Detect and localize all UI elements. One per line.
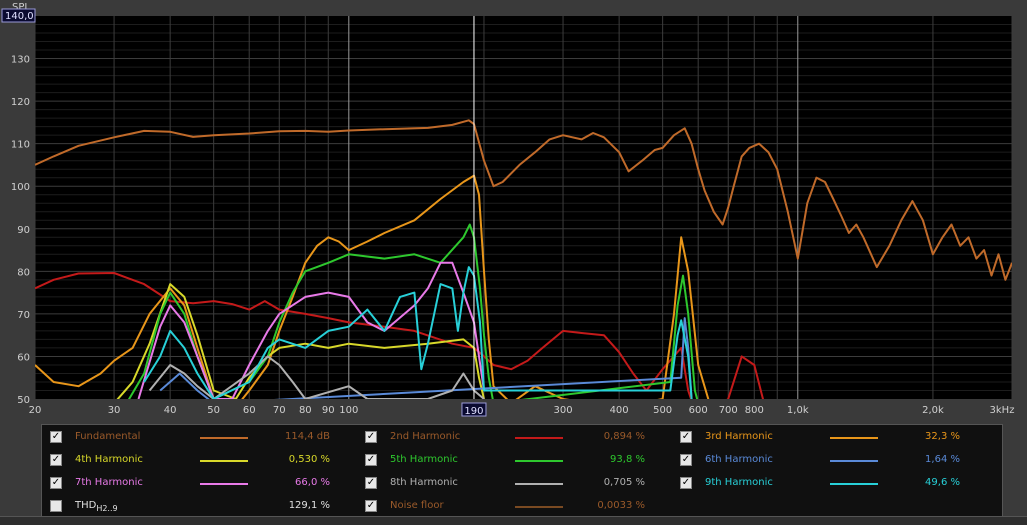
series-7th-harmonic — [137, 261, 485, 399]
legend-label: 9th Harmonic — [705, 477, 773, 488]
legend-line-swatch — [515, 460, 563, 462]
status-bar — [0, 516, 1027, 525]
legend-value: 32,3 % — [925, 431, 960, 442]
series-3rd-harmonic — [35, 174, 710, 399]
series-6th-harmonic — [159, 317, 693, 399]
y-axis: 130 120 110 100 90 80 70 60 50 — [11, 55, 30, 406]
legend-line-swatch — [515, 483, 563, 485]
legend-label: 5th Harmonic — [390, 454, 458, 465]
legend-value: 93,8 % — [610, 454, 645, 465]
legend-value: 66,0 % — [295, 477, 330, 488]
legend-label: Noise floor — [390, 500, 444, 511]
legend-value: 114,4 dB — [284, 431, 330, 442]
legend-label: 3rd Harmonic — [705, 431, 773, 442]
y-tick-label: 50 — [17, 395, 30, 406]
y-axis-label: SPL — [12, 2, 30, 13]
legend-line-swatch — [515, 506, 563, 508]
x-tick-label: 20 — [29, 405, 42, 416]
legend-value: 49,6 % — [925, 477, 960, 488]
y-tick-label: 70 — [17, 310, 30, 321]
x-tick-label: 700 — [719, 405, 738, 416]
x-tick-label: 600 — [689, 405, 708, 416]
x-tick-label: 3kHz — [990, 405, 1015, 416]
series-8th-harmonic — [148, 355, 485, 399]
legend-value: 1,64 % — [925, 454, 960, 465]
y-tick-label: 80 — [17, 267, 30, 278]
legend-value: 129,1 % — [288, 500, 330, 511]
legend-checkbox-7th-harmonic[interactable]: ✓ — [50, 477, 62, 489]
x-tick-label: 60 — [243, 405, 256, 416]
series-fundamental — [35, 119, 1012, 281]
legend-checkbox-2nd-harmonic[interactable]: ✓ — [365, 431, 377, 443]
ymax-value[interactable]: 140,0 — [5, 11, 34, 22]
series-group — [35, 119, 1012, 399]
legend-checkbox-3rd-harmonic[interactable]: ✓ — [680, 431, 692, 443]
legend-label: THDH2..9 — [75, 500, 118, 513]
y-tick-label: 60 — [17, 352, 30, 363]
legend-value: 0,0033 % — [597, 500, 645, 511]
x-tick-label: 50 — [207, 405, 220, 416]
x-tick-label: 40 — [164, 405, 177, 416]
x-tick-label: 100 — [339, 405, 358, 416]
y-tick-label: 90 — [17, 225, 30, 236]
legend-checkbox-noise-floor[interactable]: ✓ — [365, 500, 377, 512]
y-tick-label: 100 — [11, 182, 30, 193]
legend-checkbox-6th-harmonic[interactable]: ✓ — [680, 454, 692, 466]
x-axis: 20 30 40 50 60 70 80 90 100 300 400 500 600 700 800 1,0… — [29, 405, 1015, 416]
legend-label: 6th Harmonic — [705, 454, 773, 465]
x-tick-label: 800 — [745, 405, 764, 416]
legend-line-swatch — [830, 460, 878, 462]
cursor-value[interactable]: 190 — [464, 406, 483, 417]
cursor-box[interactable] — [461, 402, 487, 417]
x-tick-label: 2,0k — [922, 405, 944, 416]
y-tick-label: 130 — [11, 55, 30, 66]
series-9th-harmonic — [143, 266, 693, 399]
x-tick-label: 300 — [553, 405, 572, 416]
legend-value: 0,705 % — [603, 477, 645, 488]
legend-checkbox-5th-harmonic[interactable]: ✓ — [365, 454, 377, 466]
series-4th-harmonic — [116, 283, 485, 399]
legend-panel: ✓ Fundamental 114,4 dB ✓ 2nd Harmonic 0,894 %… — [41, 424, 1003, 517]
legend-checkbox-fundamental[interactable]: ✓ — [50, 431, 62, 443]
legend-label: 8th Harmonic — [390, 477, 458, 488]
y-tick-label: 110 — [11, 140, 30, 151]
legend-checkbox-thd[interactable] — [50, 500, 62, 512]
legend-line-swatch — [200, 437, 248, 439]
legend-line-swatch — [830, 483, 878, 485]
legend-label: 4th Harmonic — [75, 454, 143, 465]
x-tick-label: 500 — [653, 405, 672, 416]
legend-line-swatch — [200, 460, 248, 462]
legend-line-swatch — [830, 437, 878, 439]
ymax-box[interactable] — [1, 8, 36, 23]
x-tick-label: 70 — [273, 405, 286, 416]
x-tick-label: 400 — [610, 405, 629, 416]
x-tick-label: 90 — [322, 405, 335, 416]
legend-value: 0,530 % — [288, 454, 330, 465]
legend-line-swatch — [200, 483, 248, 485]
x-tick-label: 30 — [108, 405, 121, 416]
legend-label: 2nd Harmonic — [390, 431, 461, 442]
legend-checkbox-8th-harmonic[interactable]: ✓ — [365, 477, 377, 489]
y-tick-label: 120 — [11, 97, 30, 108]
legend-checkbox-4th-harmonic[interactable]: ✓ — [50, 454, 62, 466]
legend-label: 7th Harmonic — [75, 477, 143, 488]
x-tick-label: 80 — [299, 405, 312, 416]
legend-label: Fundamental — [75, 431, 141, 442]
plot-background — [35, 16, 1012, 399]
x-tick-label: 1,0k — [787, 405, 809, 416]
legend-value: 0,894 % — [603, 431, 645, 442]
legend-checkbox-9th-harmonic[interactable]: ✓ — [680, 477, 692, 489]
legend-line-swatch — [515, 437, 563, 439]
